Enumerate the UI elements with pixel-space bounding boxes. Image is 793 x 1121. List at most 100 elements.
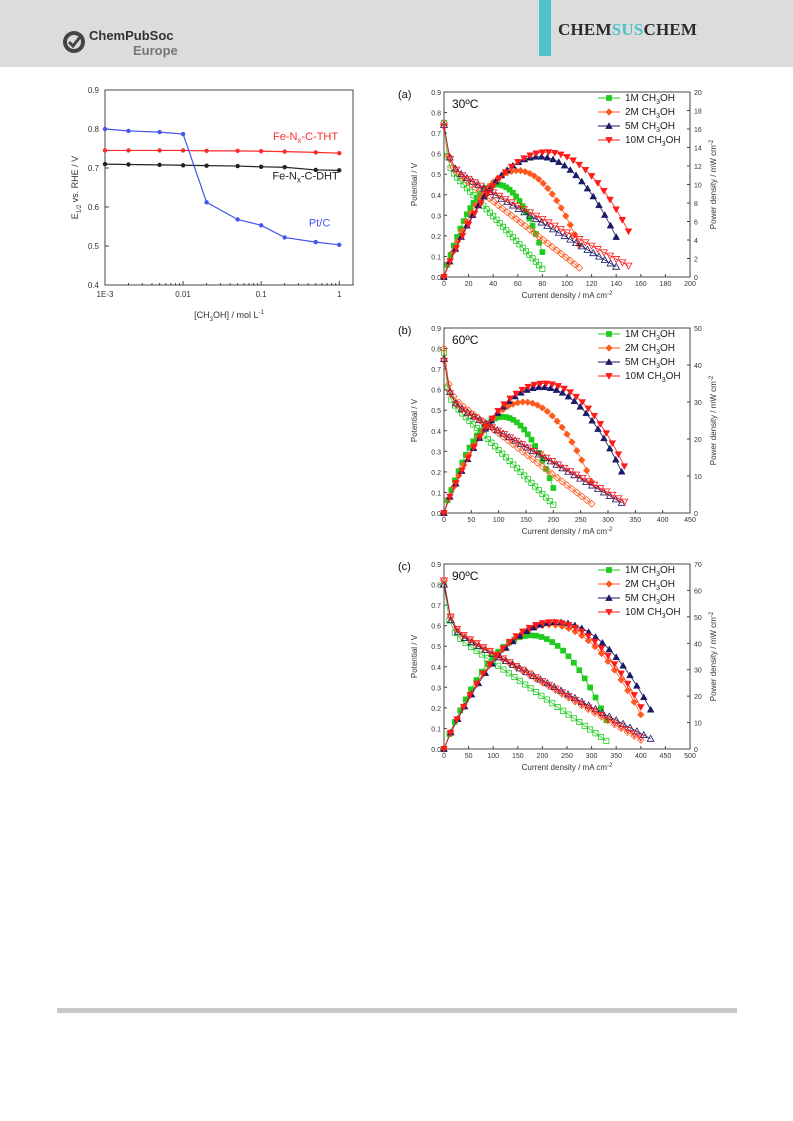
polarization-point (470, 421, 477, 428)
polarization-line (443, 358, 622, 504)
polarization-point (531, 674, 540, 682)
power-point (581, 675, 588, 682)
power-point (489, 183, 498, 190)
y-tick-label: 0.9 (88, 86, 100, 95)
power-point (612, 653, 621, 660)
y2-tick-label: 50 (694, 615, 702, 622)
power-point (459, 703, 468, 711)
power-point (543, 407, 552, 416)
y2-axis-label: Power density / mW cm-2 (709, 375, 718, 465)
polarization-chart-30c: (a) 30ºC 0.0 0.1 0.2 0.3 0.4 0.5 0.6 0.7 0.8 0.9 0 2 4… (398, 89, 718, 300)
power-point (544, 149, 553, 157)
polarization-point (549, 700, 556, 707)
y-tick-label: 0.4 (431, 429, 441, 436)
x-axis-label: [CH3OH] / mol L-1 (194, 310, 264, 323)
power-point (589, 192, 598, 200)
x-tick-label: 150 (520, 517, 532, 524)
power-point (560, 385, 569, 393)
polarization-point (610, 719, 619, 727)
polarization-point (570, 260, 579, 269)
x-tick-label: 100 (487, 753, 499, 760)
polarization-point (543, 466, 552, 475)
power-point (458, 233, 467, 240)
polarization-point (505, 659, 514, 667)
polarization-point (513, 237, 520, 244)
data-point (337, 242, 342, 248)
power-point (550, 149, 559, 157)
polarization-point (538, 216, 547, 224)
power-point (606, 221, 615, 229)
power-point (506, 186, 513, 193)
legend-label: 1M CH3OH (625, 93, 675, 106)
power-point (470, 444, 478, 451)
power-point (557, 204, 565, 212)
power-point (518, 398, 527, 406)
polarization-point (452, 166, 461, 174)
power-point (604, 657, 612, 666)
polarization-point (606, 259, 615, 267)
legend-label: 2M CH3OH (625, 579, 675, 592)
x-tick-label: 1 (337, 290, 342, 299)
data-point (235, 163, 240, 169)
power-point (560, 647, 566, 654)
power-point (464, 455, 472, 463)
polarization-point (522, 681, 529, 688)
polarization-point (534, 232, 543, 241)
y2-tick-label: 8 (694, 201, 698, 208)
polarization-point (565, 711, 572, 718)
plot-frame (443, 327, 691, 514)
power-point (452, 480, 460, 487)
y2-axis-label: Power density / mW cm-2 (709, 611, 718, 701)
power-point (499, 645, 507, 653)
y-tick-label: 0.2 (431, 706, 441, 713)
polarization-point (535, 487, 542, 494)
polarization-point (480, 184, 489, 192)
polarization-point (439, 123, 449, 132)
y-tick-label: 0.6 (88, 203, 100, 212)
polarization-point (451, 401, 461, 409)
polarization-point (528, 479, 535, 486)
power-point (537, 152, 546, 160)
x-tick-label: 60 (514, 281, 522, 288)
power-point (521, 426, 528, 433)
polarization-point (534, 450, 543, 458)
polarization-point (518, 666, 527, 674)
power-point (590, 412, 599, 420)
power-point (500, 401, 508, 409)
polarization-point (501, 656, 511, 665)
legend-label: 10M CH3OH (625, 135, 681, 148)
power-point (583, 184, 592, 192)
polarization-point (510, 461, 517, 468)
power-point (577, 177, 586, 185)
power-point (492, 652, 501, 660)
power-point (605, 645, 614, 653)
polarization-point (528, 455, 537, 463)
polarization-point (519, 244, 526, 251)
power-point (617, 676, 625, 684)
polarization-point (482, 186, 492, 194)
y2-tick-label: 10 (694, 474, 702, 481)
power-point (618, 217, 627, 224)
polarization-point (540, 453, 549, 461)
power-point (554, 383, 563, 390)
polarization-point (518, 441, 527, 449)
polarization-point (474, 180, 483, 189)
power-point (533, 632, 539, 639)
polarization-point (476, 182, 485, 190)
polarization-point (596, 485, 605, 493)
power-point (553, 417, 561, 425)
polarization-point (494, 201, 503, 210)
data-point (258, 223, 264, 228)
polarization-point (538, 678, 547, 686)
power-point (470, 210, 479, 218)
plot-frame (104, 89, 354, 286)
polarization-point (537, 218, 546, 226)
power-point (581, 167, 590, 174)
polarization-point (572, 488, 581, 497)
power-point (611, 455, 620, 463)
polarization-point (536, 262, 543, 269)
polarization-point (489, 197, 498, 206)
y2-tick-label: 6 (694, 220, 698, 227)
data-point (126, 128, 131, 134)
power-point (570, 397, 579, 405)
